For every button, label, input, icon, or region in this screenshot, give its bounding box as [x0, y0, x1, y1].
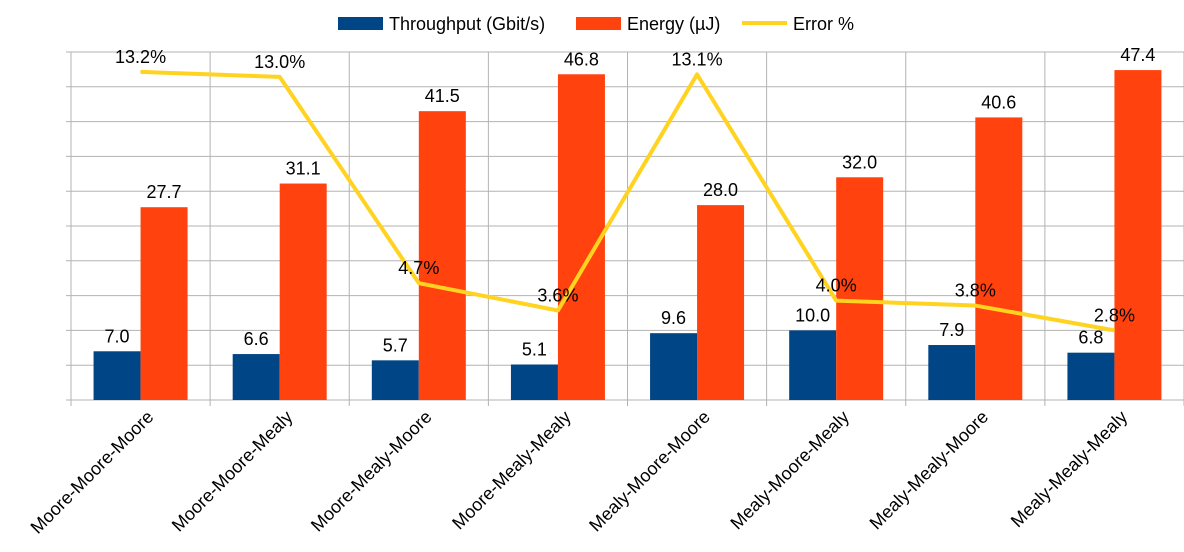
legend-label: Error % [793, 14, 854, 34]
data-label-energy: 32.0 [842, 152, 877, 172]
bar-throughput [232, 354, 280, 400]
category-labels: Moore-Moore-Moore Moore-Moore-Mealy Moore-… [27, 407, 1132, 538]
data-label-energy: 46.8 [564, 49, 599, 69]
data-label-error: 3.8% [955, 281, 996, 301]
bar-throughput [510, 364, 558, 400]
category-label: Moore-Mealy-Moore [307, 407, 436, 536]
legend-label: Throughput (Gbit/s) [389, 14, 545, 34]
data-label-energy: 28.0 [703, 180, 738, 200]
legend: Throughput (Gbit/s) Energy (µJ) Error % [338, 14, 854, 34]
bar-energy [140, 207, 188, 400]
data-label-energy: 40.6 [981, 92, 1016, 112]
legend-label: Energy (µJ) [627, 14, 720, 34]
data-label-throughput: 6.8 [1078, 328, 1103, 348]
point-error [696, 73, 698, 75]
bar-energy [418, 111, 466, 400]
bars [93, 70, 1162, 400]
category-label: Moore-Moore-Moore [27, 407, 158, 538]
bar-throughput [650, 333, 698, 400]
bar-energy [279, 183, 327, 400]
data-label-energy: 47.4 [1120, 45, 1155, 65]
data-label-error: 13.2% [115, 47, 166, 67]
data-label-throughput: 7.9 [939, 320, 964, 340]
bar-throughput [928, 345, 976, 400]
data-label-error: 13.0% [254, 52, 305, 72]
point-error [279, 76, 281, 78]
data-label-throughput: 5.7 [383, 335, 408, 355]
data-label-error: 4.7% [398, 258, 439, 278]
series-line-error [140, 69, 1115, 333]
data-label-error: 3.6% [537, 286, 578, 306]
bar-throughput [1067, 352, 1115, 400]
error-line [140, 69, 1115, 333]
bar-throughput [789, 330, 837, 400]
data-label-throughput: 5.1 [522, 340, 547, 360]
category-label: Moore-Moore-Mealy [168, 407, 297, 536]
point-error [974, 305, 976, 307]
bar-energy [836, 177, 884, 400]
bar-throughput [371, 360, 419, 400]
bar-energy [557, 74, 605, 400]
bar-energy [1114, 70, 1162, 400]
data-label-error: 2.8% [1094, 305, 1135, 325]
legend-swatch [576, 17, 621, 30]
legend-swatch [338, 17, 383, 30]
category-label: Mealy-Moore-Moore [585, 407, 714, 536]
point-error [835, 300, 837, 302]
bar-energy [975, 117, 1023, 400]
category-label: Moore-Mealy-Mealy [448, 407, 575, 534]
data-label-energy: 31.1 [286, 159, 321, 179]
point-error [418, 282, 420, 284]
data-label-throughput: 10.0 [795, 305, 830, 325]
data-label-throughput: 6.6 [244, 329, 269, 349]
category-label: Mealy-Mealy-Mealy [1007, 407, 1131, 531]
point-error [140, 71, 142, 73]
data-label-error: 4.0% [816, 276, 857, 296]
bar-throughput [93, 351, 141, 400]
data-label-throughput: 9.6 [661, 308, 686, 328]
point-error [1113, 329, 1115, 331]
data-labels: 7.0 27.7 6.6 31.1 5.7 41.5 5.1 46.8 9.6 28.0 10.0 3… [105, 45, 1156, 359]
data-label-energy: 27.7 [147, 182, 182, 202]
data-label-energy: 41.5 [425, 86, 460, 106]
category-label: Mealy-Mealy-Moore [866, 407, 993, 534]
bar-energy [697, 205, 745, 400]
category-label: Mealy-Moore-Mealy [726, 407, 853, 534]
point-error [557, 310, 559, 312]
data-label-error: 13.1% [672, 49, 723, 69]
data-label-throughput: 7.0 [105, 326, 130, 346]
